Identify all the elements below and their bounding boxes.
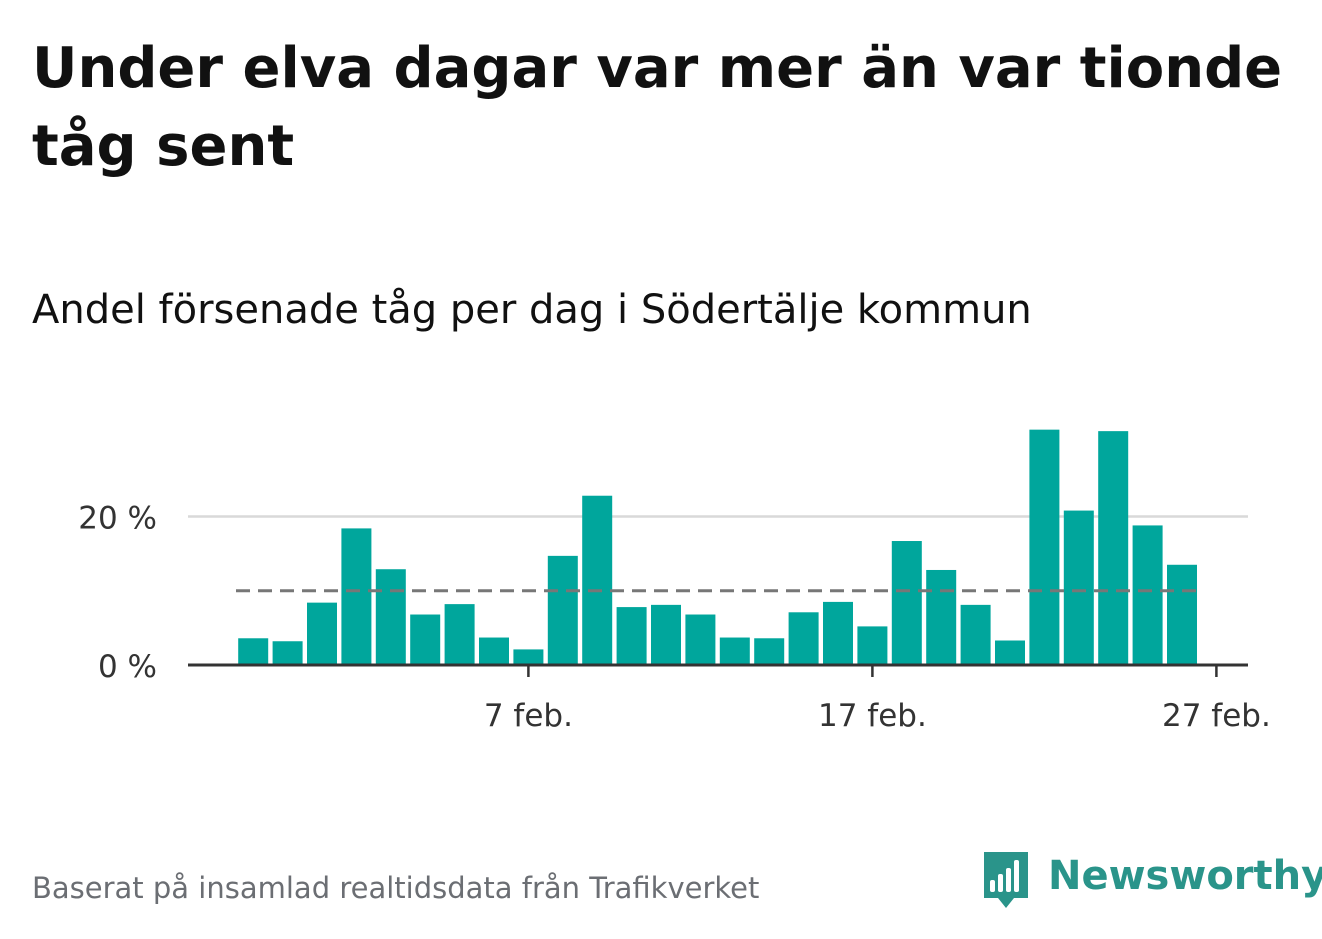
bar bbox=[754, 638, 785, 665]
bar bbox=[238, 638, 269, 665]
bar bbox=[926, 569, 957, 665]
bar bbox=[410, 614, 441, 665]
y-tick-label: 20 % bbox=[78, 501, 157, 537]
bar bbox=[479, 637, 509, 665]
bar bbox=[1098, 431, 1129, 665]
y-tick-label: 0 % bbox=[98, 649, 157, 685]
bar bbox=[1167, 564, 1197, 665]
bar bbox=[1029, 429, 1060, 665]
bar bbox=[513, 649, 544, 665]
chart-subtitle: Andel försenade tåg per dag i Södertälje… bbox=[32, 287, 1032, 333]
x-tick-label: 7 feb. bbox=[484, 698, 573, 734]
brand-logo: Newsworthy bbox=[980, 848, 1322, 912]
brand-name: Newsworthy bbox=[1048, 853, 1322, 899]
bar bbox=[582, 495, 613, 665]
x-tick-label: 27 feb. bbox=[1162, 698, 1271, 734]
newsworthy-logo-icon bbox=[984, 852, 1028, 908]
bar bbox=[1132, 525, 1163, 665]
bar bbox=[547, 555, 578, 665]
bar bbox=[719, 637, 750, 665]
bar bbox=[341, 528, 372, 665]
bar bbox=[685, 614, 716, 665]
bar bbox=[788, 612, 819, 665]
bar bbox=[375, 569, 406, 665]
source-note: Baserat på insamlad realtidsdata från Tr… bbox=[32, 871, 760, 905]
bar bbox=[651, 604, 681, 665]
bar bbox=[444, 604, 475, 665]
chart-title: Under elva dagar var mer än var tionde t… bbox=[32, 36, 1283, 179]
bar bbox=[857, 626, 888, 665]
bar bbox=[307, 602, 337, 665]
bar bbox=[272, 641, 303, 665]
bar bbox=[823, 601, 853, 665]
bar bbox=[995, 640, 1025, 665]
bar bbox=[891, 541, 922, 665]
bar bbox=[616, 607, 647, 665]
x-tick-label: 17 feb. bbox=[818, 698, 927, 734]
bar bbox=[1063, 510, 1094, 665]
bar bbox=[960, 604, 991, 665]
